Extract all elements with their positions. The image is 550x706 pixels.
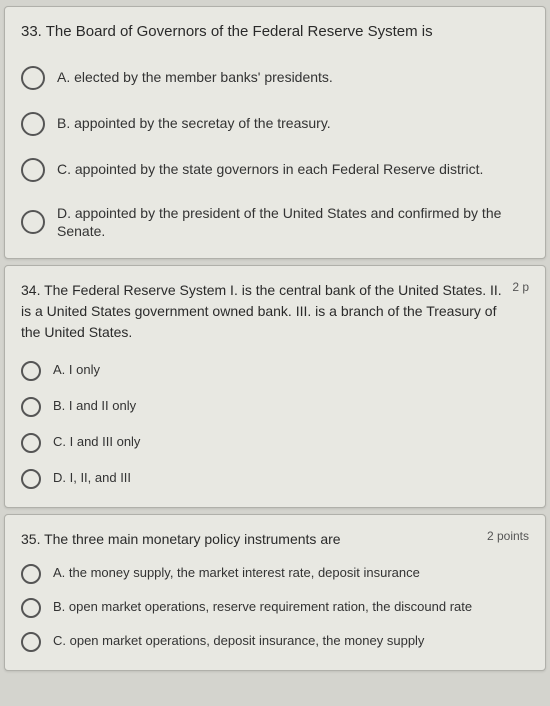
option-b[interactable]: B. open market operations, reserve requi… — [21, 598, 529, 618]
radio-icon — [21, 210, 45, 234]
radio-icon — [21, 66, 45, 90]
question-text: 33. The Board of Governors of the Federa… — [21, 21, 529, 44]
options-list: A. the money supply, the market interest… — [21, 564, 529, 652]
option-label: D. appointed by the president of the Uni… — [57, 204, 529, 240]
option-c[interactable]: C. open market operations, deposit insur… — [21, 632, 529, 652]
radio-icon — [21, 361, 41, 381]
option-label: C. open market operations, deposit insur… — [53, 633, 424, 650]
question-text: 35. The three main monetary policy instr… — [21, 529, 479, 550]
radio-icon — [21, 397, 41, 417]
question-header: 34. The Federal Reserve System I. is the… — [21, 280, 529, 343]
option-label: B. appointed by the secretay of the trea… — [57, 114, 331, 132]
option-label: A. I only — [53, 362, 100, 379]
option-b[interactable]: B. I and II only — [21, 397, 529, 417]
points-label: 2 points — [487, 529, 529, 543]
radio-icon — [21, 598, 41, 618]
option-a[interactable]: A. elected by the member banks' presiden… — [21, 66, 529, 90]
option-label: A. elected by the member banks' presiden… — [57, 68, 333, 86]
option-label: B. open market operations, reserve requi… — [53, 599, 472, 616]
option-c[interactable]: C. I and III only — [21, 433, 529, 453]
option-d[interactable]: D. appointed by the president of the Uni… — [21, 204, 529, 240]
radio-icon — [21, 158, 45, 182]
question-card-33: 33. The Board of Governors of the Federa… — [4, 6, 546, 259]
option-a[interactable]: A. the money supply, the market interest… — [21, 564, 529, 584]
option-c[interactable]: C. appointed by the state governors in e… — [21, 158, 529, 182]
question-text: 34. The Federal Reserve System I. is the… — [21, 280, 504, 343]
question-header: 35. The three main monetary policy instr… — [21, 529, 529, 550]
option-label: A. the money supply, the market interest… — [53, 565, 420, 582]
option-label: D. I, II, and III — [53, 470, 131, 487]
radio-icon — [21, 433, 41, 453]
radio-icon — [21, 564, 41, 584]
options-list: A. elected by the member banks' presiden… — [21, 66, 529, 240]
radio-icon — [21, 112, 45, 136]
option-a[interactable]: A. I only — [21, 361, 529, 381]
options-list: A. I only B. I and II only C. I and III … — [21, 361, 529, 489]
option-label: B. I and II only — [53, 398, 136, 415]
points-label: 2 p — [512, 280, 529, 294]
radio-icon — [21, 632, 41, 652]
question-card-35: 35. The three main monetary policy instr… — [4, 514, 546, 671]
option-label: C. appointed by the state governors in e… — [57, 160, 483, 178]
question-card-34: 34. The Federal Reserve System I. is the… — [4, 265, 546, 508]
option-label: C. I and III only — [53, 434, 140, 451]
option-d[interactable]: D. I, II, and III — [21, 469, 529, 489]
radio-icon — [21, 469, 41, 489]
option-b[interactable]: B. appointed by the secretay of the trea… — [21, 112, 529, 136]
